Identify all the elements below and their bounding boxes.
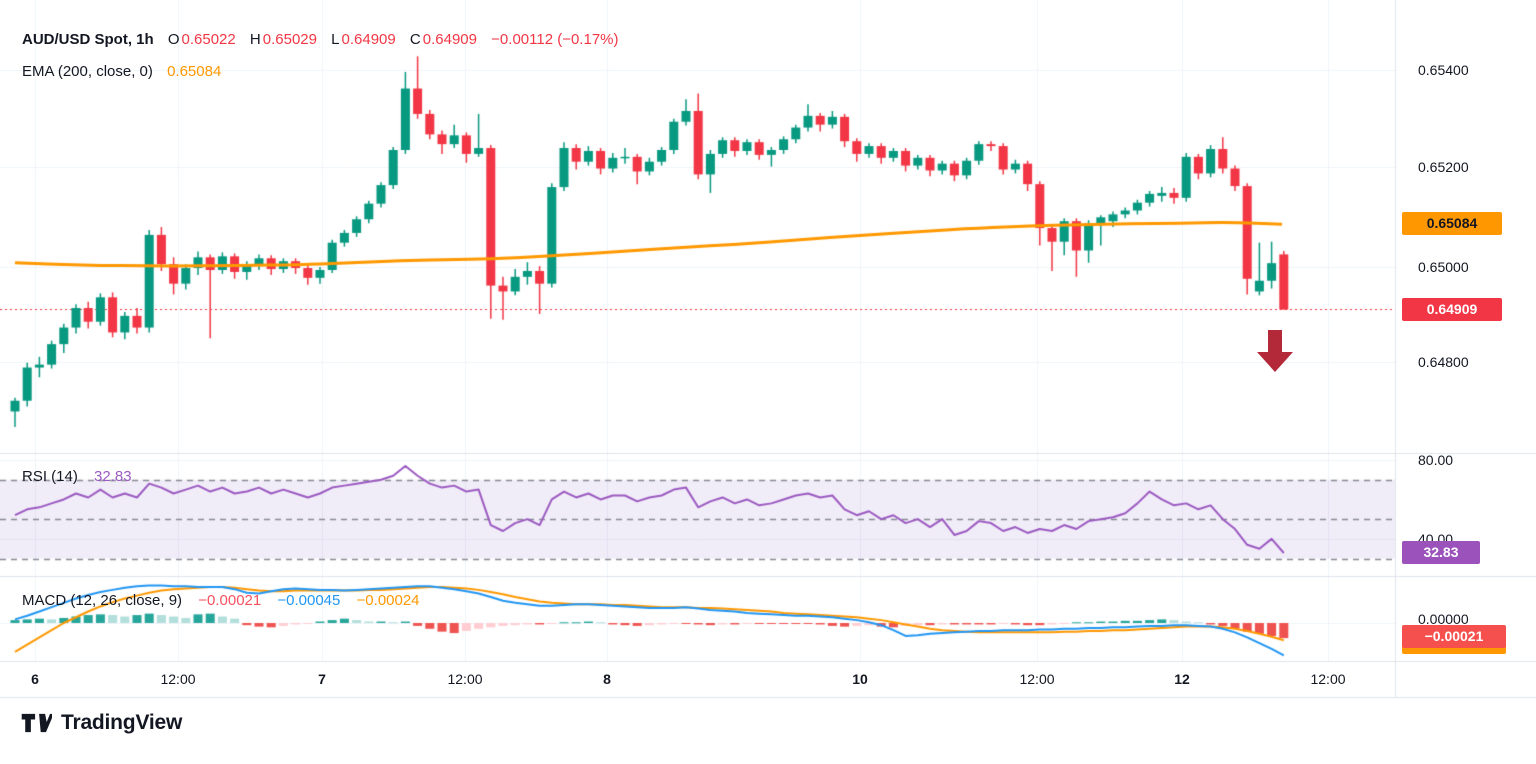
macd-hist-badge: −0.00021 <box>1402 625 1506 648</box>
price-axis-label: 0.64800 <box>1418 354 1469 370</box>
open-value: 0.65022 <box>181 31 236 48</box>
rsi-value-badge: 32.83 <box>1402 541 1480 564</box>
time-axis-label: 6 <box>31 671 39 687</box>
macd-signal-value: −0.00024 <box>356 592 420 609</box>
ema-value: 0.65084 <box>167 63 222 80</box>
tradingview-logo-text: TradingView <box>61 711 183 734</box>
price-axis-label: 80.00 <box>1418 452 1454 468</box>
time-axis-label: 10 <box>852 671 868 687</box>
time-axis-label: 8 <box>603 671 611 687</box>
price-axis[interactable]: 0.65400 0.65200 0.65000 0.64800 80.00 40.00 0.… <box>1396 0 1536 698</box>
last-price-badge: 0.64909 <box>1402 298 1502 321</box>
time-axis-label: 12:00 <box>447 671 483 687</box>
symbol-title[interactable]: AUD/USD Spot, 1h <box>22 31 154 48</box>
macd-hist-value: −0.00021 <box>198 592 262 609</box>
rsi-legend-row: RSI (14) 32.83 <box>22 468 132 485</box>
price-axis-label: 0.65400 <box>1418 62 1469 78</box>
change-value: −0.00112 (−0.17%) <box>491 31 619 48</box>
tradingview-logo-icon <box>21 713 52 733</box>
time-axis-label: 12:00 <box>160 671 196 687</box>
down-arrow-icon[interactable] <box>1256 330 1294 372</box>
open-label: O <box>167 31 180 48</box>
price-axis-label: 0.00000 <box>1418 611 1469 627</box>
price-axis-label: 0.65200 <box>1418 159 1469 175</box>
time-axis-label: 7 <box>318 671 326 687</box>
close-label: C <box>409 31 421 48</box>
rsi-indicator-title[interactable]: RSI (14) <box>22 468 78 485</box>
price-axis-label: 0.65000 <box>1418 259 1469 275</box>
ema-legend-row: EMA (200, close, 0) 0.65084 <box>22 63 221 80</box>
rsi-pane[interactable] <box>0 455 1395 575</box>
macd-indicator-title[interactable]: MACD (12, 26, close, 9) <box>22 592 183 609</box>
macd-pane[interactable] <box>0 578 1395 661</box>
macd-legend-row: MACD (12, 26, close, 9) −0.00021 −0.0004… <box>22 592 420 609</box>
low-label: L <box>331 31 340 48</box>
time-axis-label: 12:00 <box>1310 671 1346 687</box>
high-label: H <box>249 31 261 48</box>
high-value: 0.65029 <box>262 31 317 48</box>
symbol-legend-row: AUD/USD Spot, 1h O 0.65022 H 0.65029 L 0.64… <box>22 31 619 48</box>
close-value: 0.64909 <box>422 31 477 48</box>
time-axis-label: 12:00 <box>1019 671 1055 687</box>
rsi-value: 32.83 <box>94 468 132 485</box>
tradingview-logo[interactable]: TradingView <box>21 711 182 735</box>
ema-price-badge: 0.65084 <box>1402 212 1502 235</box>
low-value: 0.64909 <box>341 31 396 48</box>
time-axis-label: 12 <box>1174 671 1190 687</box>
ema-indicator-title[interactable]: EMA (200, close, 0) <box>22 63 153 80</box>
macd-line-value: −0.00045 <box>277 592 341 609</box>
time-axis[interactable]: 6 12:00 7 12:00 8 10 12:00 12 12:00 <box>0 662 1536 697</box>
